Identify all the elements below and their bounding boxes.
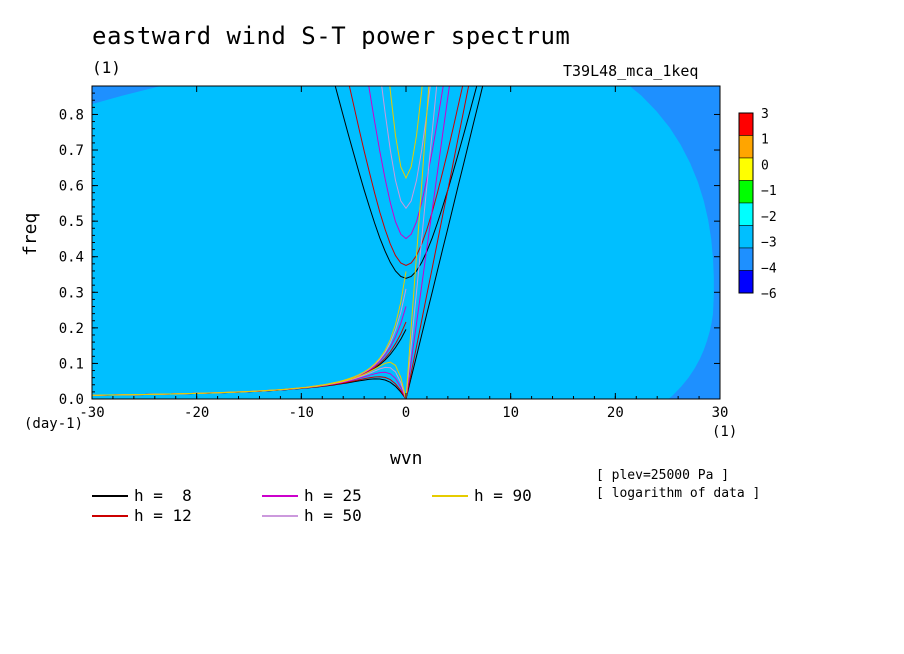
colorbar-swatch [738,225,754,249]
x-tick-label: 10 [502,405,519,421]
legend-swatch [262,515,298,517]
legend-swatch [432,495,468,497]
y-tick-label: 0.8 [59,107,84,123]
kelvin-wave-h8 [405,86,484,399]
colorbar-label: −3 [761,236,777,251]
kelvin-wave-h12 [405,86,470,399]
colorbar-swatch [738,202,754,226]
y-tick-label: 0.7 [59,143,84,159]
legend-swatch [262,495,298,497]
colorbar-label: 3 [761,107,769,122]
colorbar-swatch [738,247,754,271]
chart-title: eastward wind S-T power spectrum [92,22,571,50]
colorbar-label: −4 [761,261,777,276]
x-axis: -30 -20 -10 0 10 20 30 [79,86,728,421]
colorbar-frame [738,112,754,294]
legend-label: h = 90 [474,486,532,505]
y-tick-label: 0.2 [59,321,84,337]
run-name: T39L48_mca_1keq [563,62,699,80]
y-axis-title: freq [20,212,41,256]
y-tick-label: 0.5 [59,214,84,230]
colorbar-label: 1 [761,133,769,148]
colorbar-swatch [738,112,754,136]
legend-label: h = 12 [134,506,192,525]
colorbar-label: −1 [761,184,777,199]
x-tick-label: -10 [289,405,314,421]
colorbar-swatch [738,135,754,159]
colorbar-swatch [738,180,754,204]
y-tick-label: 0.1 [59,356,84,372]
inertia-gravity-wave-h90 [389,86,423,180]
x-axis-units: (1) [712,424,738,440]
x-tick-label: -30 [79,405,104,421]
level-note: [ plev=25000 Pa ] [596,468,730,483]
rossby-wave-h90 [92,361,407,399]
y-tick-label: 0.0 [59,392,84,408]
colorbar: 3 1 0 −1 −2 −3 −4 −6 [738,107,777,302]
contour-level-5 [92,86,714,399]
y-tick-label: 0.3 [59,285,84,301]
inertia-gravity-wave-h25 [368,86,444,240]
legend-swatch [92,515,128,517]
colorbar-label: 0 [761,158,769,173]
colorbar-label: −2 [761,210,777,225]
y-tick-label: 0.4 [59,250,84,266]
x-tick-label: 0 [402,405,410,421]
dispersion-curves [92,86,484,399]
y-axis: 0.0 0.1 0.2 0.3 0.4 0.5 0.6 0.7 0.8 [59,92,720,408]
x-tick-label: -20 [184,405,209,421]
x-tick-label: 20 [607,405,624,421]
colorbar-label: −6 [761,287,777,302]
legend-label: h = 25 [304,486,362,505]
x-axis-title: wvn [390,448,423,469]
inertia-gravity-wave-h12 [348,86,464,267]
y-axis-units: (day-1) [24,416,84,432]
legend-swatch [92,495,128,497]
chart-units: (1) [92,58,121,77]
colorbar-swatch [738,157,754,181]
inertia-gravity-wave-h50 [381,86,431,210]
contour-field [92,86,720,399]
y-tick-label: 0.6 [59,179,84,195]
inertia-gravity-wave-h8 [334,86,478,279]
transform-note: [ logarithm of data ] [596,486,761,501]
colorbar-swatch [738,270,754,294]
legend-label: h = 50 [304,506,362,525]
x-tick-label: 30 [712,405,729,421]
legend-label: h = 8 [134,486,192,505]
